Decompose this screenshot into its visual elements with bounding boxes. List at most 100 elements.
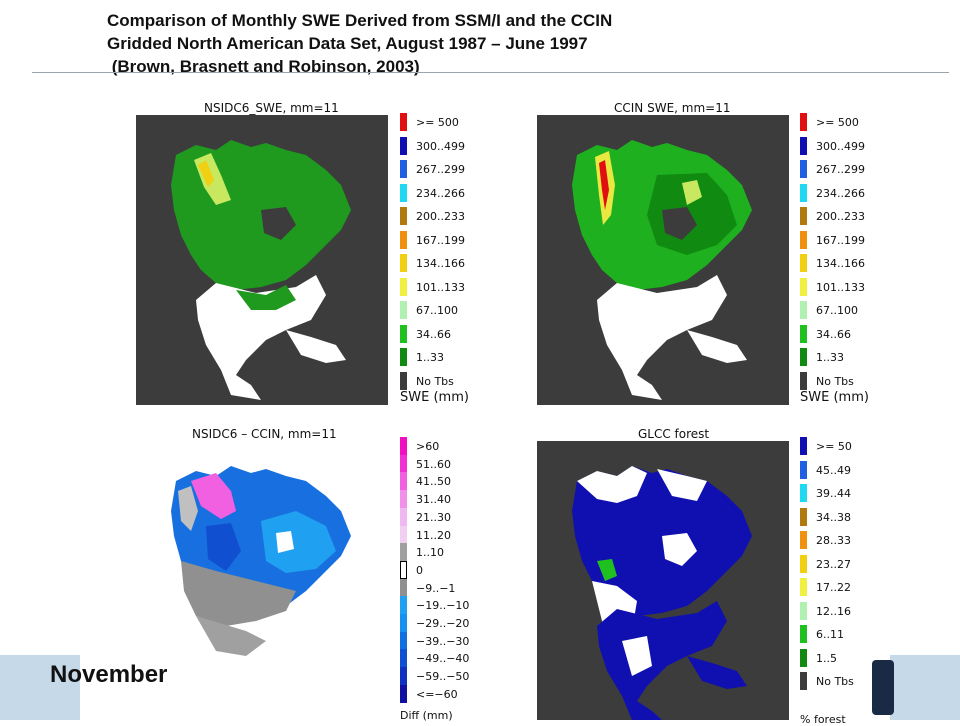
legend-label: 34..66 bbox=[416, 327, 451, 341]
legend-item: <=−60 bbox=[400, 684, 490, 705]
legend-item: >= 50 bbox=[800, 437, 890, 457]
legend-unit: SWE (mm) bbox=[800, 390, 869, 405]
legend-label: 1..10 bbox=[416, 546, 444, 560]
legend-item: 45..49 bbox=[800, 460, 890, 481]
legend-swatch bbox=[400, 437, 407, 455]
title-divider bbox=[32, 72, 949, 73]
legend-swatch bbox=[400, 649, 407, 668]
legend-item: 11..20 bbox=[400, 525, 490, 546]
map-glcc-forest bbox=[537, 441, 789, 720]
legend-label: 300..499 bbox=[416, 139, 465, 153]
legend-item: No Tbs bbox=[800, 672, 890, 692]
legend-item: >= 500 bbox=[400, 113, 490, 133]
legend-label: 6..11 bbox=[816, 628, 844, 641]
legend-label: 67..100 bbox=[416, 304, 458, 317]
panel-title-difference: NSIDC6 – CCIN, mm=11 bbox=[192, 427, 337, 441]
legend-label: 167..199 bbox=[816, 233, 865, 247]
logo-icon bbox=[872, 660, 894, 715]
legend-swatch bbox=[800, 301, 807, 319]
legend-label: No Tbs bbox=[816, 675, 854, 688]
legend-label: 200..233 bbox=[416, 210, 465, 223]
legend-item: >= 500 bbox=[800, 113, 890, 133]
legend-item: 12..16 bbox=[800, 601, 890, 622]
legend-item: 134..166 bbox=[400, 254, 490, 274]
legend-item: 101..133 bbox=[800, 277, 890, 298]
legend-swatch bbox=[800, 531, 807, 549]
legend-swatch bbox=[400, 113, 407, 131]
legend-label: 28..33 bbox=[816, 534, 851, 547]
legend-item: 134..166 bbox=[800, 254, 890, 274]
legend-item: −9..−1 bbox=[400, 578, 490, 599]
legend-label: 101..133 bbox=[816, 280, 865, 294]
legend-label: 11..20 bbox=[416, 528, 451, 542]
legend-label: 134..166 bbox=[416, 257, 465, 270]
legend-item: 200..233 bbox=[400, 207, 490, 227]
legend-swatch bbox=[800, 371, 807, 390]
legend-item: −19..−10 bbox=[400, 596, 490, 616]
legend-swatch bbox=[800, 648, 807, 667]
legend-label: <=−60 bbox=[416, 687, 458, 701]
legend-swatch bbox=[400, 560, 407, 579]
legend-item: 1..33 bbox=[400, 348, 490, 368]
legend-swatch bbox=[800, 507, 807, 526]
legend-swatch bbox=[800, 625, 807, 643]
legend-swatch bbox=[400, 277, 407, 296]
legend-item: 6..11 bbox=[800, 625, 890, 645]
legend-label: 45..49 bbox=[816, 463, 851, 477]
legend-label: 200..233 bbox=[816, 210, 865, 223]
legend-swatch bbox=[400, 507, 407, 526]
legend-label: No Tbs bbox=[816, 374, 854, 388]
legend-item: 234..266 bbox=[800, 183, 890, 204]
legend-item: 267..299 bbox=[800, 160, 890, 180]
legend-swatch bbox=[400, 324, 407, 343]
legend-swatch bbox=[800, 484, 807, 502]
legend-item: 21..30 bbox=[400, 507, 490, 528]
panel-title-ccin-swe: CCIN SWE, mm=11 bbox=[614, 101, 731, 115]
legend-swatch bbox=[400, 684, 407, 703]
legend-swatch bbox=[400, 614, 407, 632]
legend-label: 34..66 bbox=[816, 327, 851, 341]
legend-item: 31..40 bbox=[400, 490, 490, 510]
legend-swatch bbox=[400, 136, 407, 155]
legend-label: 39..44 bbox=[816, 487, 851, 500]
legend-label: 41..50 bbox=[416, 475, 451, 489]
legend-label: 267..299 bbox=[416, 163, 465, 176]
footer-accent-right bbox=[890, 655, 960, 720]
legend-item: 67..100 bbox=[800, 301, 890, 321]
panel-title-nsidc6-swe: NSIDC6_SWE, mm=11 bbox=[204, 101, 339, 115]
legend-item: >60 bbox=[400, 437, 490, 457]
legend-item: No Tbs bbox=[400, 371, 490, 392]
legend-swatch bbox=[800, 348, 807, 366]
legend-swatch bbox=[800, 460, 807, 479]
legend-label: 134..166 bbox=[816, 257, 865, 270]
legend-label: −59..−50 bbox=[416, 670, 470, 684]
legend-item: 300..499 bbox=[400, 136, 490, 157]
legend-item: 234..266 bbox=[400, 183, 490, 204]
legend-item: 1..33 bbox=[800, 348, 890, 368]
legend-swatch bbox=[800, 136, 807, 155]
title-line-1: Comparison of Monthly SWE Derived from S… bbox=[107, 11, 613, 30]
legend-label: 21..30 bbox=[416, 510, 451, 524]
legend-item: 167..199 bbox=[800, 230, 890, 251]
legend-item: −49..−40 bbox=[400, 649, 490, 669]
legend-swatch bbox=[800, 277, 807, 296]
legend-swatch bbox=[400, 230, 407, 249]
legend-item: 67..100 bbox=[400, 301, 490, 321]
legend-item: 39..44 bbox=[800, 484, 890, 504]
legend-label: 34..38 bbox=[816, 510, 851, 524]
legend-item: 34..38 bbox=[800, 507, 890, 528]
legend-label: 12..16 bbox=[816, 604, 851, 618]
legend-item: 101..133 bbox=[400, 277, 490, 298]
legend-swatch bbox=[800, 578, 807, 596]
legend-item: 28..33 bbox=[800, 531, 890, 551]
legend-label: −29..−20 bbox=[416, 617, 470, 630]
legend-swatch bbox=[400, 301, 407, 319]
legend-item: 0 bbox=[400, 560, 490, 581]
legend-swatch bbox=[800, 207, 807, 225]
legend-swatch bbox=[400, 490, 407, 509]
legend-swatch bbox=[400, 631, 407, 650]
legend-item: −29..−20 bbox=[400, 614, 490, 634]
legend-item: 17..22 bbox=[800, 578, 890, 598]
legend-swatch bbox=[800, 183, 807, 202]
footer-accent-left bbox=[0, 655, 80, 720]
